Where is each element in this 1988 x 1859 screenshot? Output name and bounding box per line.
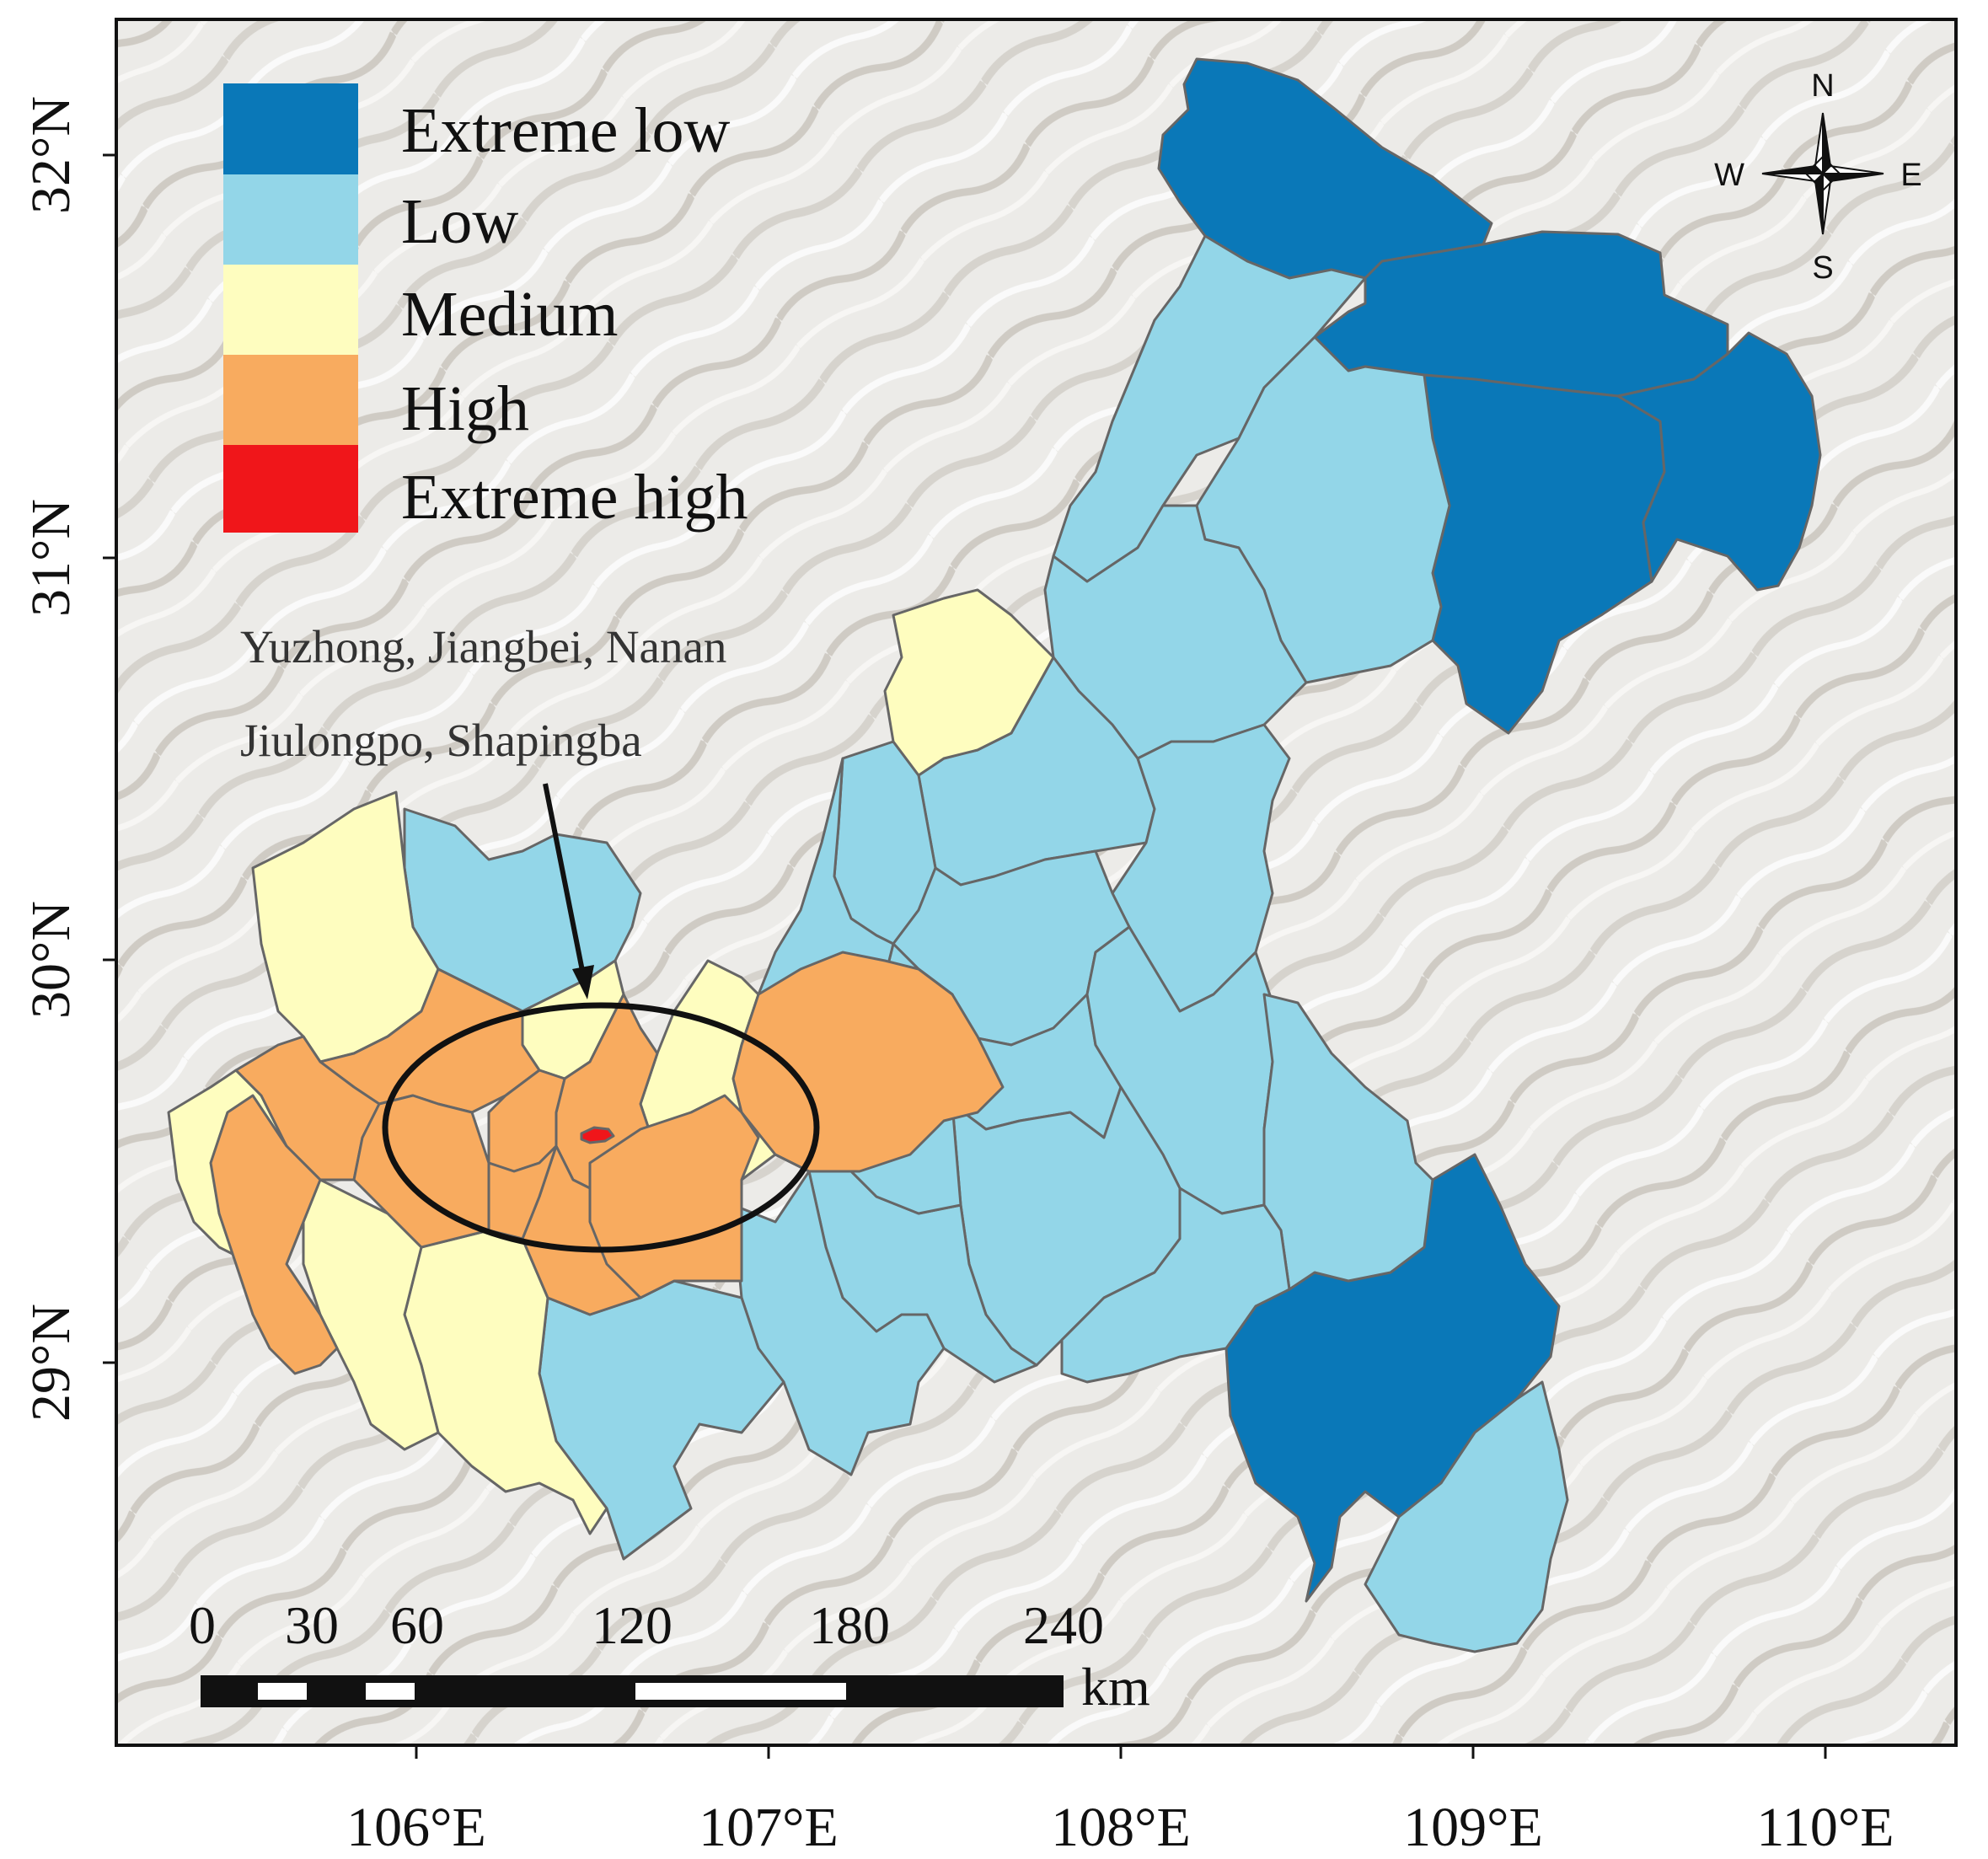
scale-label: 240: [1023, 1595, 1104, 1655]
legend-label: High: [401, 373, 529, 444]
scale-bar: [201, 1675, 1064, 1707]
north-arrow-icon: [1761, 112, 1884, 235]
scale-label: 120: [592, 1595, 672, 1655]
x-tick-label: 109°E: [1403, 1797, 1543, 1858]
x-tick-label: 110°E: [1756, 1797, 1894, 1858]
y-tick-label: 32°N: [20, 96, 82, 214]
scale-label: 60: [390, 1595, 444, 1655]
map-frame: [115, 18, 1958, 1747]
annotation-line-1: Yuzhong, Jiangbei, Nanan: [240, 621, 726, 672]
x-tick-label: 107°E: [699, 1797, 839, 1858]
annotation-line-2: Jiulongpo, Shapingba: [240, 715, 642, 766]
region-jiulongpo-high[interactable]: [487, 1144, 558, 1240]
legend-label: Medium: [401, 279, 619, 350]
legend-swatch-extreme-low: [223, 83, 358, 174]
region-kaizhou-west-medium[interactable]: [883, 588, 1055, 777]
scale-label: 180: [809, 1595, 890, 1655]
scale-unit: km: [1081, 1657, 1150, 1717]
annotation-arrow: [543, 783, 594, 999]
region-wulong[interactable]: [1060, 1187, 1291, 1384]
compass-n-label: N: [1811, 68, 1834, 104]
legend-swatch-extreme-high: [223, 445, 358, 533]
region-changshou-high[interactable]: [731, 951, 1005, 1173]
region-pengshui[interactable]: [1262, 993, 1434, 1291]
compass-e-label: E: [1900, 158, 1921, 193]
y-tick-label: 31°N: [20, 499, 82, 617]
y-tick-label: 30°N: [20, 901, 82, 1019]
scale-label: 30: [285, 1595, 339, 1655]
x-tick-label: 106°E: [346, 1797, 486, 1858]
compass-w-label: W: [1714, 158, 1744, 193]
legend-swatch-high: [223, 355, 358, 445]
x-axis: [415, 1745, 1827, 1759]
x-tick-label: 108°E: [1051, 1797, 1191, 1858]
region-jiangjin-high[interactable]: [209, 1094, 339, 1375]
region-yuzhong-extreme-high[interactable]: [580, 1126, 615, 1144]
y-tick-label: 29°N: [20, 1304, 82, 1422]
legend-label: Extreme low: [401, 95, 731, 166]
legend-label: Extreme high: [401, 462, 748, 533]
region-yunyang[interactable]: [1195, 335, 1451, 684]
y-axis: [103, 153, 116, 1364]
region-xiushan[interactable]: [1364, 1380, 1569, 1653]
legend-label: Low: [401, 186, 518, 257]
districts-layer: [167, 57, 1822, 1653]
compass-s-label: S: [1812, 250, 1833, 286]
scale-label: 0: [189, 1595, 216, 1655]
legend: Extreme low Low Medium High Extreme high: [223, 83, 748, 533]
region-wushan[interactable]: [1616, 331, 1822, 592]
annotation-ellipse: [382, 1002, 820, 1253]
legend-swatch-low: [223, 174, 358, 265]
legend-swatch-medium: [223, 265, 358, 355]
